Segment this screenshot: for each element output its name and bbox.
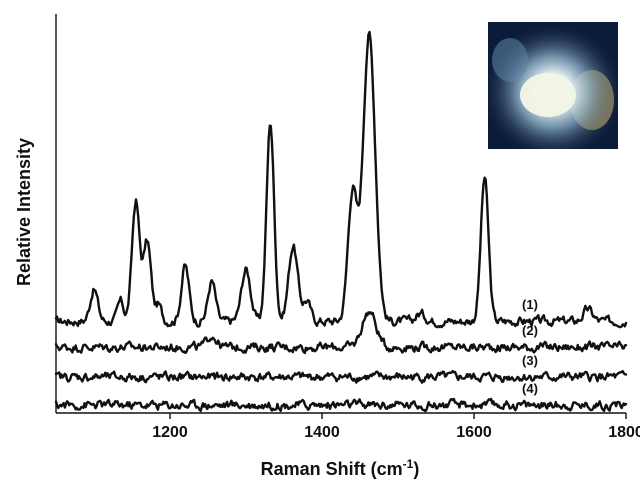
x-tick-label: 1200 xyxy=(152,424,188,441)
x-axis-title: Raman Shift (cm-1) xyxy=(261,457,420,479)
y-axis-title: Relative Intensity xyxy=(14,138,34,286)
x-axis-title-suffix: ) xyxy=(413,459,419,479)
x-tick-label: 1800 xyxy=(608,424,640,441)
x-axis-ticks: 1200 1400 1600 1800 xyxy=(152,413,640,441)
x-axis-title-main: Raman Shift (cm xyxy=(261,459,403,479)
series-group: (1) (2) (3) (4) xyxy=(54,30,628,413)
spectrum-line-4 xyxy=(54,397,628,413)
x-tick-label: 1400 xyxy=(304,424,340,441)
spectrum-line-2 xyxy=(54,311,628,355)
x-tick-label: 1600 xyxy=(456,424,492,441)
series-label-3: (3) xyxy=(522,353,538,368)
x-axis-title-superscript: -1 xyxy=(403,457,414,471)
spectrum-line-3 xyxy=(54,369,628,384)
series-label-1: (1) xyxy=(522,297,538,312)
microscope-photo-inset xyxy=(488,22,618,149)
series-label-2: (2) xyxy=(522,323,538,338)
series-label-4: (4) xyxy=(522,381,538,396)
spectrum-line-1 xyxy=(54,30,628,329)
